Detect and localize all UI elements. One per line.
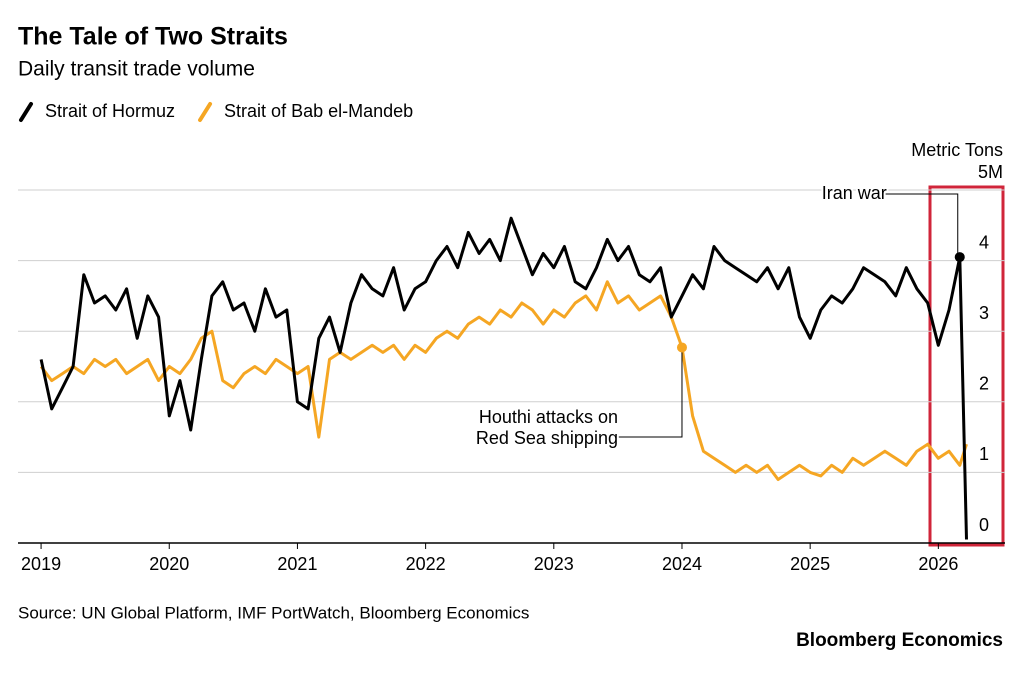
y-tick-label: 0	[979, 515, 989, 535]
legend-label: Strait of Hormuz	[45, 101, 175, 121]
annotation-leader	[617, 347, 683, 438]
y-tick-label: 1	[979, 444, 989, 464]
credit: Bloomberg Economics	[796, 630, 1003, 651]
series-line	[39, 216, 968, 540]
legend-swatch	[198, 102, 213, 122]
annotation-dot	[676, 342, 687, 353]
x-tick-label: 2025	[790, 554, 830, 574]
y-tick-label: 4	[979, 232, 989, 252]
annotation-dot	[954, 252, 965, 263]
source: Source: UN Global Platform, IMF PortWatc…	[18, 603, 529, 622]
annotation-text: Houthi attacks on	[479, 407, 618, 427]
chart-subtitle: Daily transit trade volume	[18, 58, 255, 81]
highlight-box	[928, 185, 1005, 547]
annotation-leader	[884, 193, 959, 258]
x-tick-label: 2023	[534, 554, 574, 574]
y-tick-label: 5M	[978, 162, 1003, 182]
x-tick-label: 2026	[918, 554, 958, 574]
legend-swatch	[19, 102, 33, 122]
y-unit: Metric Tons	[911, 140, 1003, 160]
legend-label: Strait of Bab el-Mandeb	[224, 101, 413, 121]
x-tick-label: 2020	[149, 554, 189, 574]
annotation-text: Red Sea shipping	[476, 428, 618, 448]
x-tick-label: 2022	[406, 554, 446, 574]
y-tick-label: 2	[979, 374, 989, 394]
x-tick-label: 2021	[277, 554, 317, 574]
chart-title: The Tale of Two Straits	[18, 23, 288, 51]
x-tick-label: 2024	[662, 554, 702, 574]
y-tick-label: 3	[979, 303, 989, 323]
annotation-text: Iran war	[822, 183, 887, 203]
x-tick-label: 2019	[21, 554, 61, 574]
series-line	[39, 280, 968, 481]
